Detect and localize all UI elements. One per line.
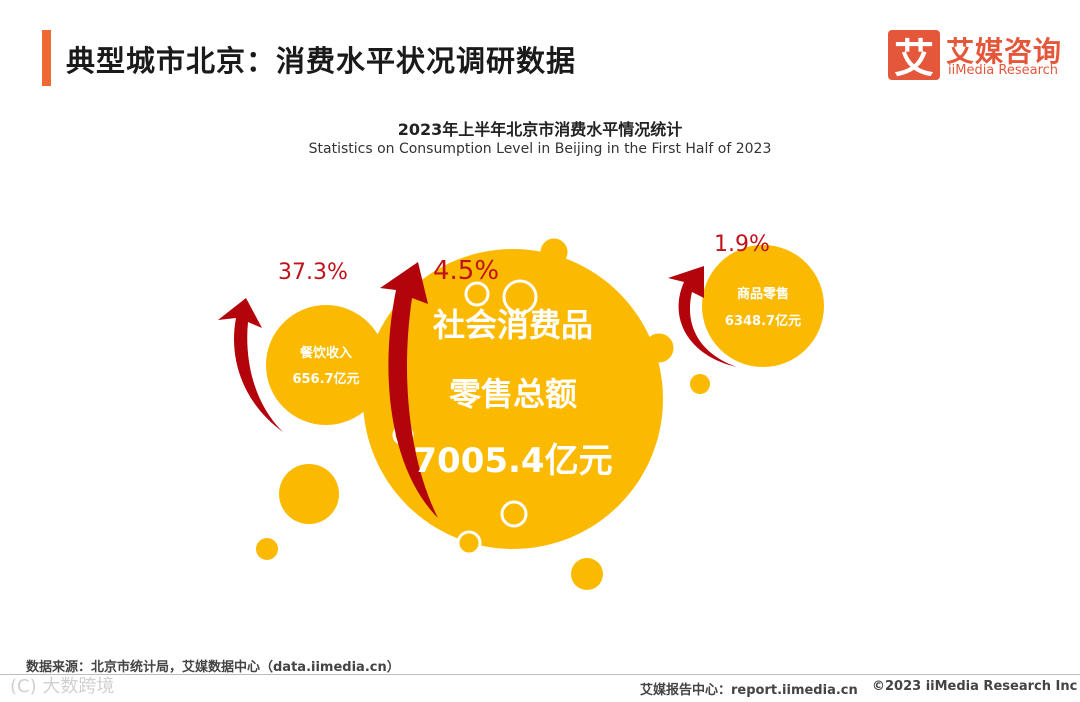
bubble: [702, 245, 824, 367]
decor-dot: [690, 374, 710, 394]
decor-ring: [464, 281, 490, 307]
decor-dot: [256, 538, 278, 560]
growth-rate-label: 1.9%: [714, 232, 770, 257]
decor-dot: [571, 558, 603, 590]
growth-rate-label: 4.5%: [433, 256, 499, 286]
footer-divider: [0, 674, 1080, 675]
bubble-value-label: 656.7亿元: [292, 371, 359, 387]
decor-ring: [502, 279, 538, 315]
report-center-link[interactable]: 艾媒报告中心：report.iimedia.cn: [640, 683, 858, 698]
bubble-category-label: 零售总额: [449, 375, 577, 413]
chart-title: 2023年上半年北京市消费水平情况统计: [397, 120, 683, 139]
bubble-category-label: 商品零售: [737, 286, 789, 302]
bubble-category-label: 餐饮收入: [299, 345, 352, 361]
bubble-value-label: 7005.4亿元: [413, 441, 612, 481]
logo-name-cn: 艾媒咨询: [946, 35, 1063, 68]
iimedia-logo-icon: 艾: [888, 30, 940, 82]
copyright: ©2023 iiMedia Research Inc: [872, 679, 1078, 694]
growth-arrow-goods-retail: [668, 266, 737, 367]
decor-ring: [500, 500, 528, 528]
data-source: 数据来源：北京市统计局，艾媒数据中心（data.iimedia.cn）: [26, 660, 400, 675]
logo-name-en: iiMedia Research: [948, 63, 1059, 78]
bubble-value-label: 6348.7亿元: [725, 313, 801, 329]
chart-subtitle: Statistics on Consumption Level in Beiji…: [308, 141, 772, 157]
decor-dot: [279, 464, 339, 524]
decor-ring: [456, 530, 482, 556]
title-accent-bar: [42, 30, 51, 86]
bubble-category-label: 社会消费品: [433, 306, 593, 344]
bubble: [363, 249, 663, 549]
bubble: [266, 305, 386, 425]
growth-arrow-retail-total: [380, 262, 438, 518]
page-title: 典型城市北京：消费水平状况调研数据: [66, 44, 577, 78]
watermark: (C) 大数跨境: [10, 676, 115, 697]
growth-rate-label: 37.3%: [278, 260, 348, 285]
